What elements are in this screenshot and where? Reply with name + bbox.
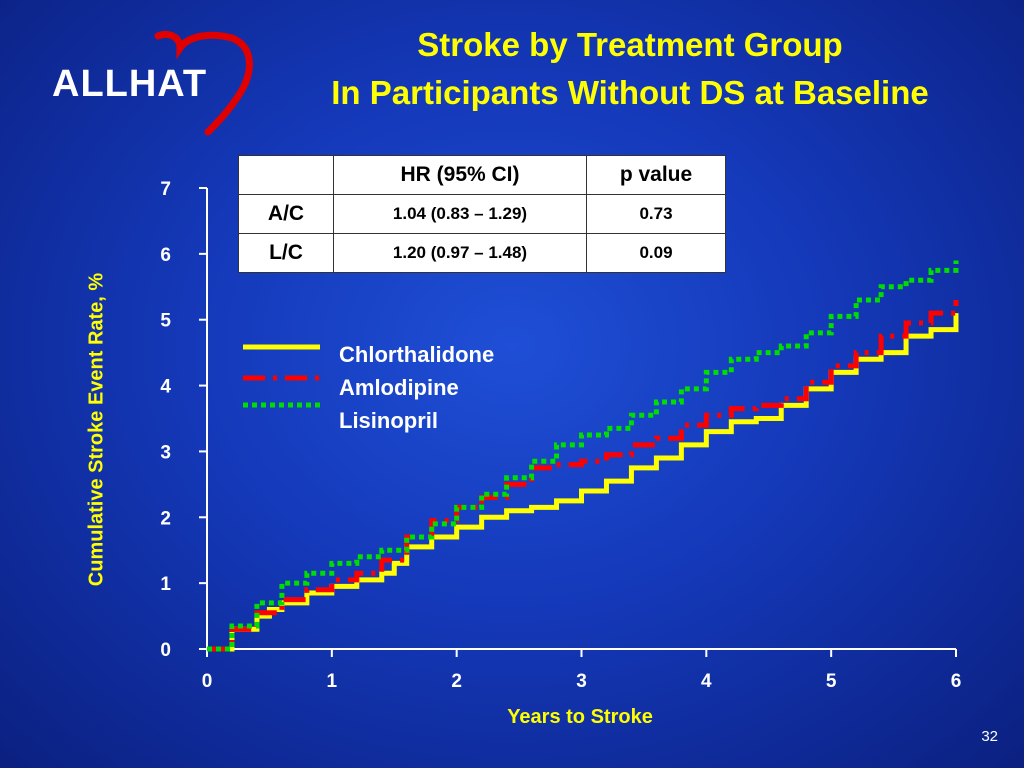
slide-number: 32 (981, 728, 998, 745)
chart-series-group (207, 260, 959, 652)
hazard-ratio-table: HR (95% CI) p value A/C 1.04 (0.83 – 1.2… (238, 155, 726, 273)
page-title: Stroke by Treatment Group (417, 26, 843, 63)
y-tick-label: 3 (160, 442, 171, 463)
series-line-lisinopril (207, 260, 959, 652)
table-cell-p: 0.09 (586, 233, 726, 273)
x-tick-label: 3 (576, 671, 587, 692)
y-tick-label: 7 (160, 179, 171, 200)
y-tick-label: 1 (160, 574, 171, 595)
series-line-amlodipine (207, 299, 959, 652)
x-tick-label: 0 (202, 671, 213, 692)
legend-label-chlorthalidone: Chlorthalidone (339, 342, 495, 367)
x-tick-label: 4 (701, 671, 712, 692)
heart-outline-icon (154, 31, 253, 136)
table-row: L/C 1.20 (0.97 – 1.48) 0.09 (238, 233, 726, 273)
y-tick-label: 0 (160, 640, 171, 661)
x-tick-label: 5 (826, 671, 837, 692)
table-cell-label: A/C (238, 194, 334, 234)
x-tick-label: 2 (451, 671, 462, 692)
y-tick-label: 5 (160, 311, 171, 332)
chart-legend-lines (243, 344, 320, 408)
legend-label-amlodipine: Amlodipine (339, 375, 459, 400)
series-line-chlorthalidone (207, 313, 959, 652)
page-subtitle: In Participants Without DS at Baseline (331, 74, 929, 111)
table-cell-hr: 1.20 (0.97 – 1.48) (333, 233, 587, 273)
y-tick-label: 6 (160, 245, 171, 266)
table-header-cell: HR (95% CI) (333, 155, 587, 195)
x-tick-label: 1 (327, 671, 338, 692)
table-header-row: HR (95% CI) p value (238, 155, 726, 195)
table-row: A/C 1.04 (0.83 – 1.29) 0.73 (238, 194, 726, 234)
y-axis-label: Cumulative Stroke Event Rate, % (85, 272, 108, 587)
table-cell-label: L/C (238, 233, 334, 273)
table-cell-hr: 1.04 (0.83 – 1.29) (333, 194, 587, 234)
table-cell-p: 0.73 (586, 194, 726, 234)
x-tick-label: 6 (951, 671, 962, 692)
y-tick-label: 2 (160, 508, 171, 529)
x-axis-label: Years to Stroke (507, 706, 653, 728)
legend-label-lisinopril: Lisinopril (339, 408, 438, 433)
logo-text: ALLHAT (52, 63, 208, 105)
table-header-cell: p value (586, 155, 726, 195)
y-tick-label: 4 (160, 377, 171, 398)
table-header-cell (238, 155, 334, 195)
